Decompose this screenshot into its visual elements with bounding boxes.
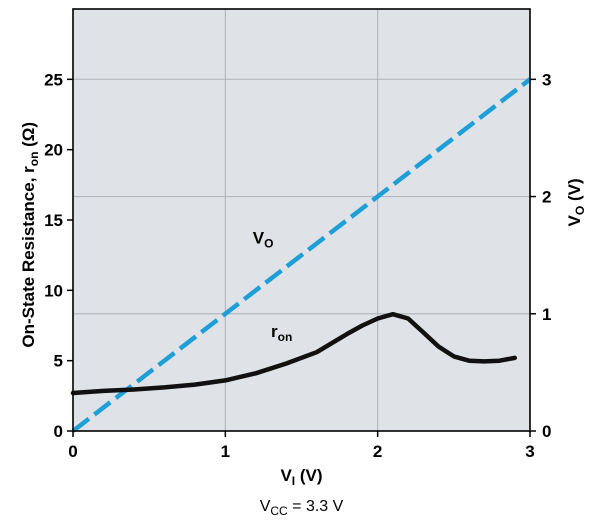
- left-tick-label: 20: [44, 141, 63, 160]
- right-axis-title: VO (V): [565, 178, 587, 226]
- x-axis-title: VI (V): [280, 466, 322, 488]
- x-tick-label: 1: [221, 442, 230, 461]
- left-tick-label: 10: [44, 281, 63, 300]
- x-tick-label: 3: [525, 442, 534, 461]
- left-tick-label: 25: [44, 70, 63, 89]
- grid: [73, 9, 530, 431]
- x-tick-label: 0: [68, 442, 77, 461]
- series-label-vo: VO: [253, 228, 274, 250]
- series-label-ron: ron: [271, 322, 292, 344]
- right-tick-label: 1: [542, 305, 551, 324]
- right-tick-label: 0: [542, 422, 551, 441]
- ron-series-line: [70, 311, 518, 396]
- series-layer: [70, 77, 532, 433]
- left-tick-label: 0: [54, 422, 63, 441]
- left-tick-label: 5: [54, 352, 63, 371]
- supply-voltage-note: VCC = 3.3 V: [260, 498, 344, 518]
- plot-background: [73, 9, 530, 431]
- x-tick-label: 2: [373, 442, 382, 461]
- left-axis-title: On-State Resistance, ron (Ω): [19, 122, 41, 348]
- vo-series-line: [71, 77, 532, 433]
- left-tick-label: 15: [44, 211, 63, 230]
- right-tick-label: 3: [542, 70, 551, 89]
- right-tick-label: 2: [542, 188, 551, 207]
